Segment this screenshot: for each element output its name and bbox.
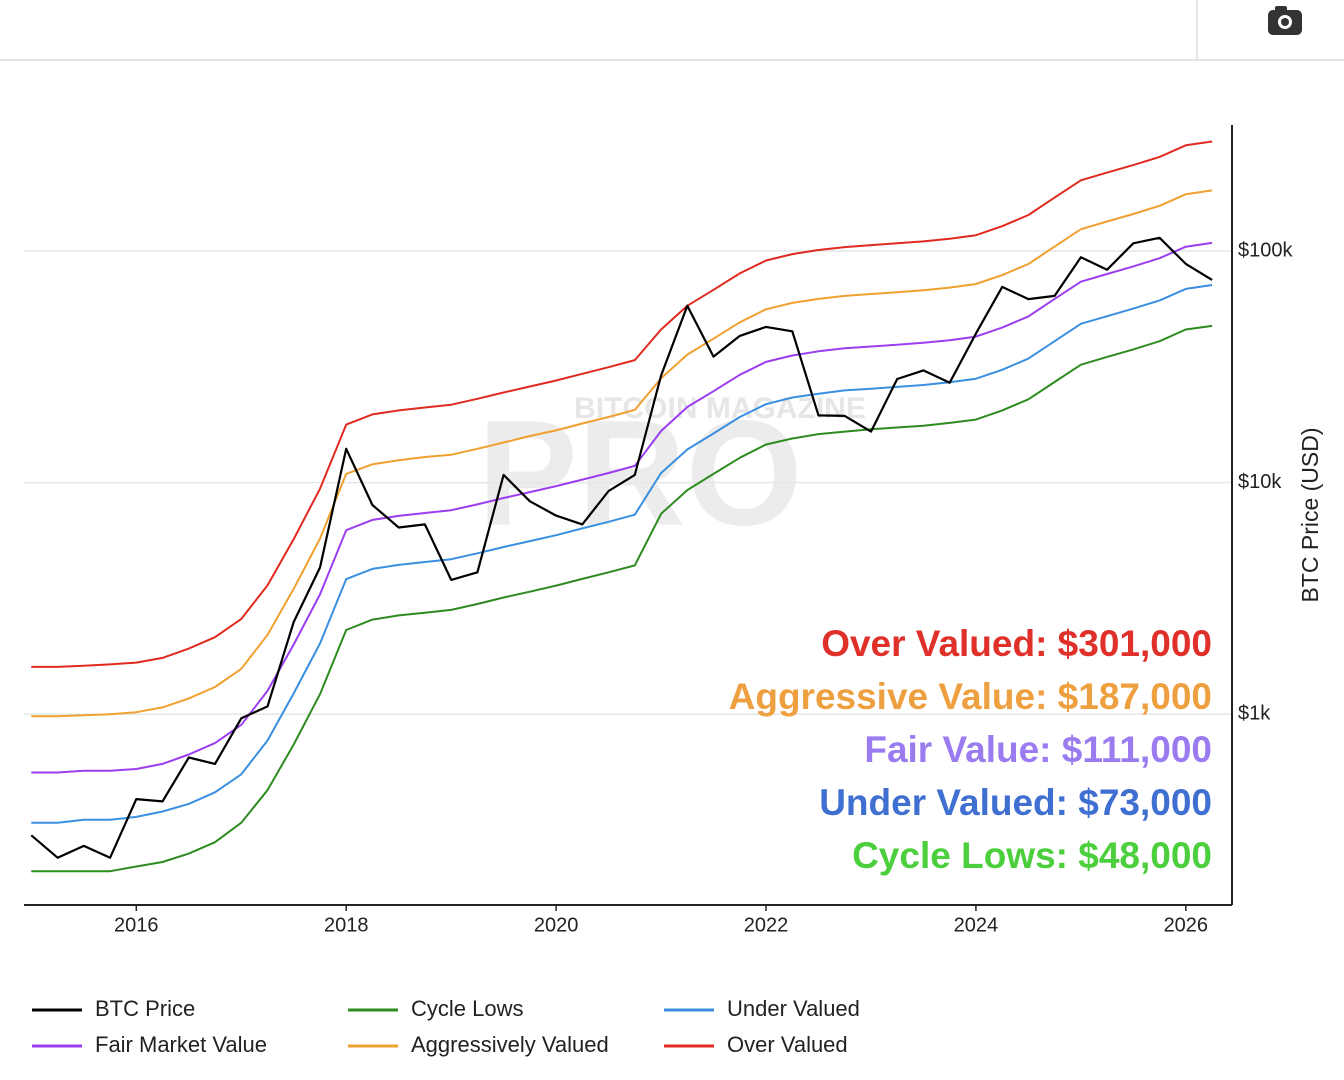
series-line [31, 284, 1213, 824]
series-line [31, 140, 1213, 668]
camera-icon[interactable] [1268, 6, 1302, 35]
legend-label: Over Valued [727, 1032, 848, 1057]
series-line [30, 236, 1213, 859]
plot [30, 140, 1213, 873]
series-line [31, 189, 1213, 718]
grid: $1k $10k $100k 2016 2018 2020 2022 2024 2026 [24, 239, 1293, 936]
legend-label: Cycle Lows [411, 996, 523, 1021]
x-tick-label: 2022 [744, 914, 789, 936]
y-tick-label: $1k [1238, 702, 1271, 724]
legend-label: Fair Market Value [95, 1032, 267, 1057]
y-tick-label: $100k [1238, 239, 1293, 261]
annotation: Under Valued: $73,000 [819, 782, 1212, 823]
annotation: Cycle Lows: $48,000 [852, 835, 1212, 876]
legend-label: Under Valued [727, 996, 860, 1021]
series-line [31, 324, 1213, 873]
x-tick-label: 2018 [324, 914, 369, 936]
x-tick-label: 2024 [954, 914, 999, 936]
legend-label: BTC Price [95, 996, 195, 1021]
y-axis-label: BTC Price (USD) [1297, 427, 1323, 602]
annotation: Fair Value: $111,000 [864, 729, 1212, 770]
x-tick-label: 2026 [1164, 914, 1209, 936]
series-line [31, 241, 1213, 774]
legend-label: Aggressively Valued [411, 1032, 609, 1057]
annotation: Aggressive Value: $187,000 [729, 676, 1212, 717]
annotation: Over Valued: $301,000 [821, 623, 1212, 664]
legend: BTC Price Cycle Lows Under Valued Fair Mark… [32, 996, 860, 1057]
y-tick-label: $10k [1238, 471, 1282, 493]
x-tick-label: 2020 [534, 914, 579, 936]
x-tick-label: 2016 [114, 914, 159, 936]
annotations: Over Valued: $301,000 Aggressive Value: $… [729, 623, 1212, 876]
watermark-text: PRO [477, 389, 802, 557]
